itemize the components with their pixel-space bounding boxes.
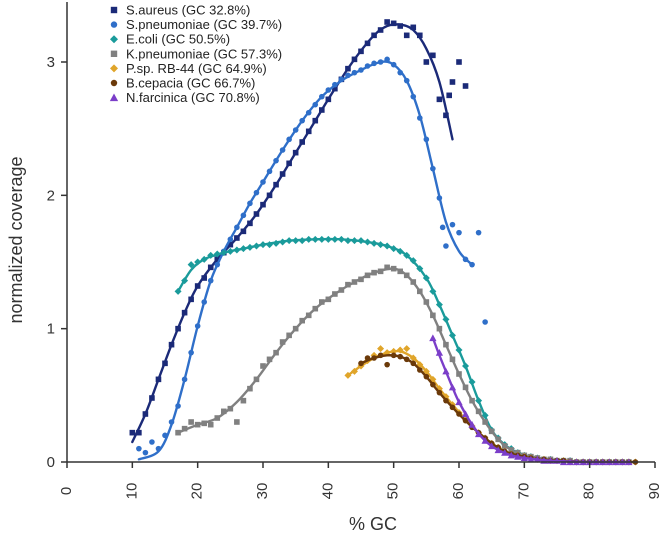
series-3 [174, 235, 633, 466]
data-point [475, 229, 482, 236]
y-ticks: 0 1 2 3 [47, 54, 67, 471]
data-point [149, 439, 155, 445]
data-point [397, 23, 403, 29]
data-point [207, 421, 214, 428]
data-point [260, 363, 266, 369]
y-tick-label: 0 [47, 454, 55, 471]
data-point [449, 221, 456, 228]
data-point [456, 229, 462, 236]
x-tick-label: 40 [319, 483, 336, 500]
series-4-fit-line [176, 267, 631, 464]
legend-item: P.sp. RB-44 (GC 64.9%) [110, 61, 267, 76]
data-point [221, 408, 227, 415]
legend-marker [110, 21, 118, 28]
x-tick-label: 80 [581, 483, 598, 500]
data-point [240, 397, 247, 404]
x-tick-label: 10 [123, 483, 140, 500]
legend-label: P.sp. RB-44 (GC 64.9%) [126, 61, 267, 76]
data-point [456, 59, 462, 65]
x-tick-label: 60 [450, 483, 467, 500]
data-point [384, 264, 390, 271]
x-tick-label: 50 [385, 483, 402, 500]
series-7 [429, 334, 633, 466]
x-tick-label: 20 [189, 483, 206, 500]
data-point [266, 356, 273, 363]
data-point [142, 449, 149, 456]
y-tick-label: 3 [47, 54, 55, 71]
data-point [377, 345, 385, 353]
x-tick-label: 70 [515, 483, 532, 500]
legend-marker [109, 93, 119, 102]
x-tick-label: 90 [646, 483, 660, 500]
legend-label: S.pneumoniae (GC 39.7%) [126, 17, 282, 32]
data-point [449, 79, 456, 85]
data-point [188, 419, 194, 425]
legend-label: E.coli (GC 50.5%) [126, 32, 230, 47]
x-ticks: 0 10 20 30 40 50 60 70 80 90 [58, 462, 660, 499]
legend-marker [110, 79, 118, 87]
data-point [436, 96, 443, 103]
legend-item: S.pneumoniae (GC 39.7%) [110, 17, 282, 32]
series-2-fit-line [137, 60, 474, 461]
data-point [482, 319, 488, 325]
data-point [136, 445, 142, 452]
data-point [439, 224, 446, 231]
data-point [443, 243, 449, 249]
data-point [417, 32, 423, 39]
data-point [129, 429, 136, 436]
legend-label: B.cepacia (GC 66.7%) [126, 76, 255, 91]
y-tick-label: 2 [47, 187, 55, 204]
legend-label: N.farcinica (GC 70.8%) [126, 90, 260, 105]
data-point [446, 92, 452, 99]
data-point [410, 24, 417, 31]
axes [66, 2, 655, 463]
data-point [462, 83, 469, 89]
legend-item: E.coli (GC 50.5%) [110, 32, 230, 47]
y-axis-title: normalized coverage [6, 156, 26, 323]
data-point [279, 339, 286, 345]
data-point [234, 419, 240, 425]
series-1 [129, 19, 469, 444]
legend-item: S.aureus (GC 32.8%) [110, 3, 250, 18]
legend-marker [110, 35, 118, 44]
x-tick-label: 30 [254, 483, 271, 500]
series-7-fit-line [431, 336, 631, 464]
legend: S.aureus (GC 32.8%)S.pneumoniae (GC 39.7… [109, 3, 282, 105]
data-point [403, 32, 410, 39]
legend-marker [110, 50, 118, 57]
legend-label: K.pneumoniae (GC 57.3%) [126, 46, 282, 61]
x-axis-title: % GC [349, 514, 397, 533]
data-point [384, 19, 390, 25]
data-point [423, 59, 430, 65]
data-point [384, 361, 390, 368]
y-tick-label: 1 [47, 321, 55, 338]
legend-marker [110, 6, 118, 14]
data-point [430, 52, 436, 59]
legend-label: S.aureus (GC 32.8%) [126, 3, 250, 18]
legend-item: N.farcinica (GC 70.8%) [109, 90, 260, 105]
legend-item: B.cepacia (GC 66.7%) [110, 76, 255, 91]
series-4 [175, 264, 632, 465]
legend-marker [110, 64, 118, 73]
x-tick-label: 0 [58, 487, 75, 495]
series-2 [136, 56, 488, 461]
data-point [403, 345, 411, 353]
legend-item: K.pneumoniae (GC 57.3%) [110, 46, 282, 61]
data-point [136, 429, 142, 436]
data-point [443, 112, 449, 119]
series-1-fit-line [131, 23, 454, 444]
